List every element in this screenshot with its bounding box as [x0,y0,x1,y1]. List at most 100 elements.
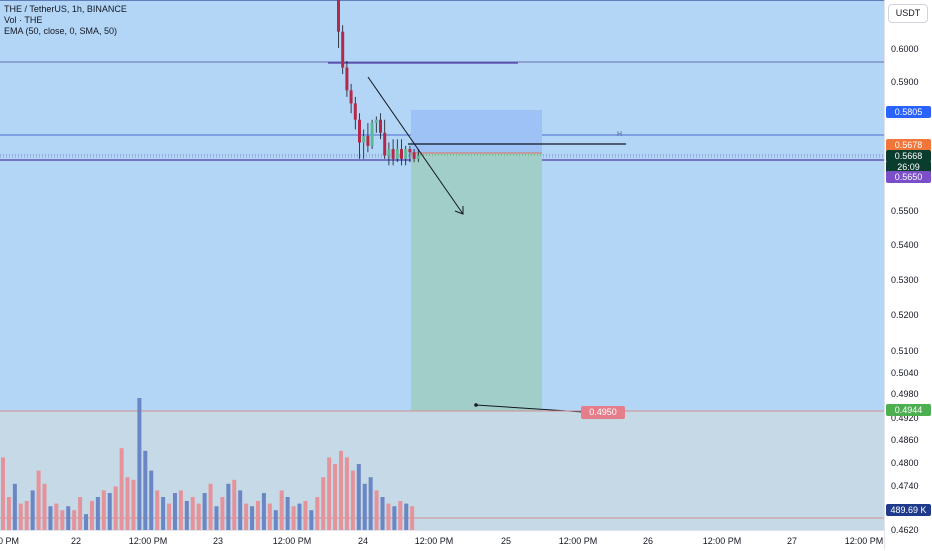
volume-bar [72,510,77,530]
target-price-label[interactable]: 0.4950 [581,406,625,419]
volume-bar [36,470,41,530]
price-tick: 0.5300 [891,275,919,285]
price-tick: 0.4800 [891,458,919,468]
candle-body [362,136,366,143]
candle-body [349,90,353,104]
time-tick: 23 [212,536,224,546]
price-tick: 0.5500 [891,206,919,216]
volume-bar [54,503,59,530]
target-arrow-dot [474,403,478,407]
volume-bar [362,483,367,530]
drawing-marker[interactable]: H [617,131,623,138]
volume-bar [380,497,385,530]
volume-bar [143,450,148,530]
countdown-tag: 26:09 [886,161,931,173]
volume-bar [309,510,314,530]
candle-body [353,103,357,120]
volume-bar [42,483,47,530]
volume-bar [161,497,166,530]
volume-bar [315,497,320,530]
volume-bar [273,510,278,530]
volume-bar [60,510,65,530]
candle-body [383,132,387,156]
volume-bar [119,448,124,530]
price-tick: 0.4740 [891,481,919,491]
stop-price-tag: 0.4944 [886,404,931,416]
candle-body [404,149,408,159]
volume-bar [30,490,35,530]
volume-bar [131,479,136,530]
volume-bar [18,503,23,530]
candle-body [379,119,382,133]
volume-bar [250,506,255,530]
price-tick: 0.5200 [891,310,919,320]
price-tick: 0.4860 [891,435,919,445]
candle-body [387,149,391,156]
price-tick: 0.5900 [891,77,919,87]
volume-bar [339,450,344,530]
support-price-tag: 0.5650 [886,171,931,183]
volume-bar [137,398,142,530]
volume-bar [220,497,225,530]
time-tick: 25 [500,536,512,546]
volume-bar [261,493,266,530]
volume-bar [84,514,89,530]
volume-bar [267,503,272,530]
time-tick: 27 [786,536,798,546]
legend-symbol[interactable]: THE / TetherUS, 1h, BINANCE [4,4,127,14]
time-axis[interactable]: 00 PM 22 12:00 PM 23 12:00 PM 24 12:00 P… [0,530,884,551]
volume-bar [24,500,29,530]
entry-price-tag: 0.5678 [886,139,931,151]
volume-bar [208,483,213,530]
time-tick: 12:00 PM [414,536,454,546]
volume-bar [291,506,296,530]
trend-arrowhead [454,206,464,215]
volume-bar [202,493,207,530]
volume-bar [285,497,290,530]
volume-bar [6,497,11,530]
volume-bar [255,500,260,530]
legend-ema[interactable]: EMA (50, close, 0, SMA, 50) [4,26,118,36]
candle-body [341,31,345,68]
volume-bar [95,497,100,530]
volume-bar [244,503,249,530]
volume-bar [155,490,160,530]
candle-body [408,149,412,153]
volume-bar [368,477,373,530]
candle-body [370,122,374,146]
volume-bar [167,503,172,530]
price-axis[interactable]: 0.6000 0.5900 0.5500 0.5400 0.5300 0.520… [884,0,932,550]
target-zone[interactable] [411,153,542,411]
volume-bar [333,464,338,530]
price-tick: 0.4980 [891,389,919,399]
volume-pane [0,411,884,530]
currency-button[interactable]: USDT [888,4,928,23]
price-tick: 0.4620 [891,525,919,535]
candle-body [400,149,403,159]
volume-bar [125,477,130,530]
volume-bar [78,497,83,530]
candle-body [366,136,370,146]
volume-bar [321,477,326,530]
volume-bar [303,500,308,530]
time-tick: 26 [642,536,654,546]
volume-bar [374,490,379,530]
volume-bar [214,506,219,530]
volume-bar [184,500,189,530]
candle-body [345,67,349,91]
time-tick: 12:00 PM [844,536,884,546]
legend-volume[interactable]: Vol · THE [4,15,43,25]
price-chart[interactable] [0,0,884,530]
volume-bar [113,486,118,530]
volume-bar [196,503,201,530]
candle-body [374,119,378,123]
time-tick: 12:00 PM [558,536,598,546]
candle-body [416,155,420,159]
time-tick: 22 [70,536,82,546]
trend-arrow-line[interactable] [367,76,464,215]
chart-area[interactable]: THE / TetherUS, 1h, BINANCE Vol · THE EM… [0,0,884,530]
volume-bar [101,490,106,530]
upper-line-price-tag: 0.5805 [886,106,931,118]
entry-zone[interactable] [411,110,542,153]
volume-bars [1,398,415,530]
